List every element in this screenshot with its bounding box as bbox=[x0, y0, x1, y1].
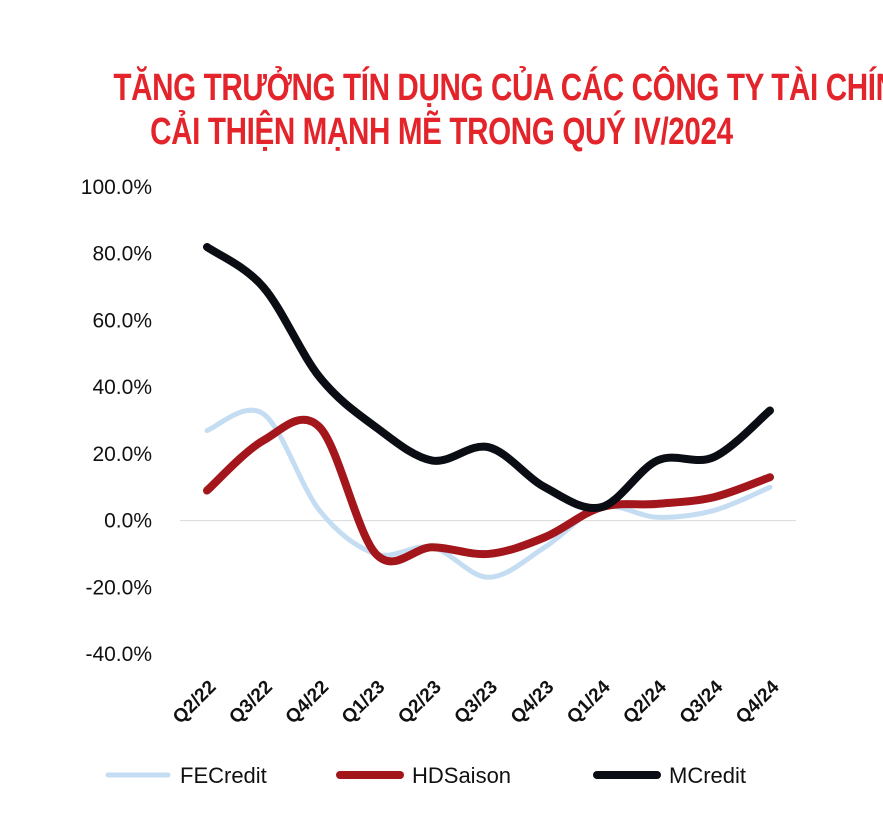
y-tick-label: 20.0% bbox=[92, 443, 152, 466]
y-tick-label: 80.0% bbox=[92, 243, 152, 266]
legend-label-fecredit: FECredit bbox=[180, 763, 267, 788]
x-tick-label: Q4/23 bbox=[507, 677, 558, 728]
x-tick-label: Q3/22 bbox=[225, 677, 276, 728]
x-tick-label: Q3/23 bbox=[451, 677, 502, 728]
x-tick-label: Q2/24 bbox=[619, 676, 671, 728]
series-line-hdsaison bbox=[203, 415, 774, 566]
x-tick-label: Q3/24 bbox=[676, 676, 728, 728]
y-tick-label: -20.0% bbox=[85, 576, 152, 599]
chart-title-line-1: TĂNG TRƯỞNG TÍN DỤNG CỦA CÁC CÔNG TY TÀI… bbox=[113, 67, 883, 109]
x-tick-label: Q1/23 bbox=[338, 677, 389, 728]
series-line-fecredit bbox=[204, 407, 773, 580]
y-tick-label: 100.0% bbox=[81, 176, 152, 199]
y-tick-label: 40.0% bbox=[92, 376, 152, 399]
y-tick-label: 60.0% bbox=[92, 309, 152, 332]
x-tick-label: Q2/23 bbox=[394, 677, 445, 728]
x-tick-label: Q4/22 bbox=[282, 677, 333, 728]
legend-label-hdsaison: HDSaison bbox=[412, 763, 511, 788]
y-tick-label: 0.0% bbox=[104, 510, 152, 533]
legend-label-mcredit: MCredit bbox=[669, 763, 746, 788]
chart-title-line-2: CẢI THIỆN MẠNH MẼ TRONG QUÝ IV/2024 bbox=[150, 111, 733, 153]
series-line-mcredit bbox=[203, 243, 774, 513]
y-tick-label: -40.0% bbox=[85, 643, 152, 666]
x-tick-label: Q1/24 bbox=[563, 676, 615, 728]
x-tick-label: Q2/22 bbox=[169, 677, 220, 728]
x-tick-label: Q4/24 bbox=[732, 676, 784, 728]
